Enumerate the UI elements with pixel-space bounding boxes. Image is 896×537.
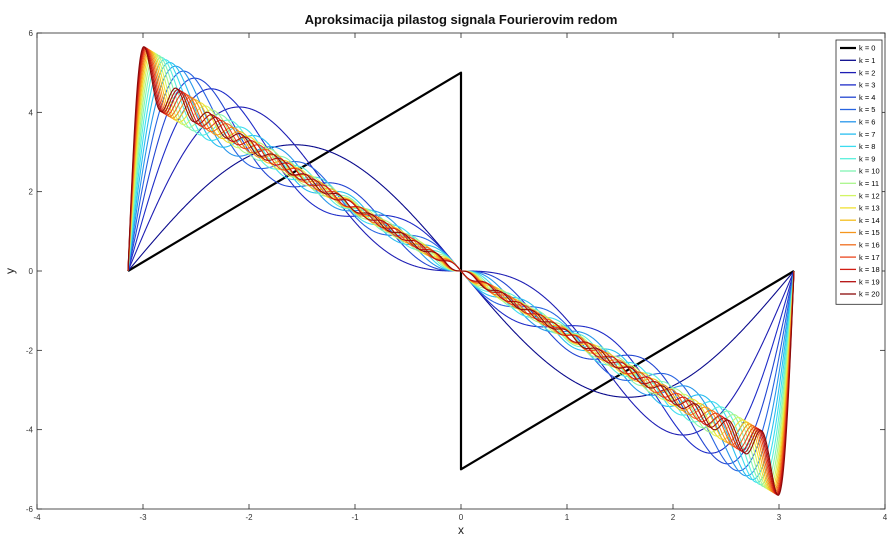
chart-title: Aproksimacija pilastog signala Fourierov…	[305, 12, 618, 27]
x-tick-label: 0	[459, 513, 464, 522]
legend-label: k = 2	[859, 68, 875, 77]
x-axis-label: x	[458, 523, 464, 537]
y-tick-label: 0	[29, 267, 34, 276]
x-tick-label: -1	[351, 513, 359, 522]
y-axis-label: y	[3, 268, 17, 274]
legend-box	[835, 39, 883, 305]
y-tick-label: 6	[29, 29, 34, 38]
y-tick-label: -2	[26, 346, 34, 355]
x-tick-label: -4	[33, 513, 41, 522]
legend-label: k = 18	[859, 265, 880, 274]
legend-label: k = 20	[859, 290, 880, 299]
legend-label: k = 10	[859, 167, 880, 176]
x-tick-label: 1	[565, 513, 570, 522]
series-line-k-20	[127, 46, 795, 496]
legend-label: k = 7	[859, 130, 875, 139]
y-tick-label: -4	[26, 426, 34, 435]
legend-label: k = 12	[859, 191, 880, 200]
legend-label: k = 9	[859, 154, 875, 163]
legend-label: k = 8	[859, 142, 875, 151]
legend-label: k = 4	[859, 93, 875, 102]
legend-label: k = 19	[859, 277, 880, 286]
legend-label: k = 11	[859, 179, 879, 188]
y-tick-label: -6	[26, 505, 34, 514]
legend-label: k = 14	[859, 216, 880, 225]
legend-label: k = 1	[859, 56, 875, 65]
x-tick-label: 4	[883, 513, 888, 522]
legend-label: k = 16	[859, 241, 880, 250]
x-tick-label: -2	[245, 513, 253, 522]
legend-label: k = 5	[859, 105, 875, 114]
series-layer	[127, 46, 795, 496]
legend-label: k = 3	[859, 81, 875, 90]
y-tick-label: 2	[29, 188, 34, 197]
y-tick-label: 4	[29, 108, 34, 117]
legend: k = 0 k = 1 k = 2 k = 3 k = 4 k = 5 k = 6 k = 7…	[835, 39, 883, 305]
x-tick-label: 3	[777, 513, 782, 522]
legend-label: k = 6	[859, 118, 875, 127]
legend-label: k = 13	[859, 204, 880, 213]
x-tick-label: 2	[671, 513, 676, 522]
x-tick-label: -3	[139, 513, 147, 522]
legend-label: k = 0	[859, 44, 875, 53]
legend-label: k = 15	[859, 228, 880, 237]
legend-label: k = 17	[859, 253, 880, 262]
